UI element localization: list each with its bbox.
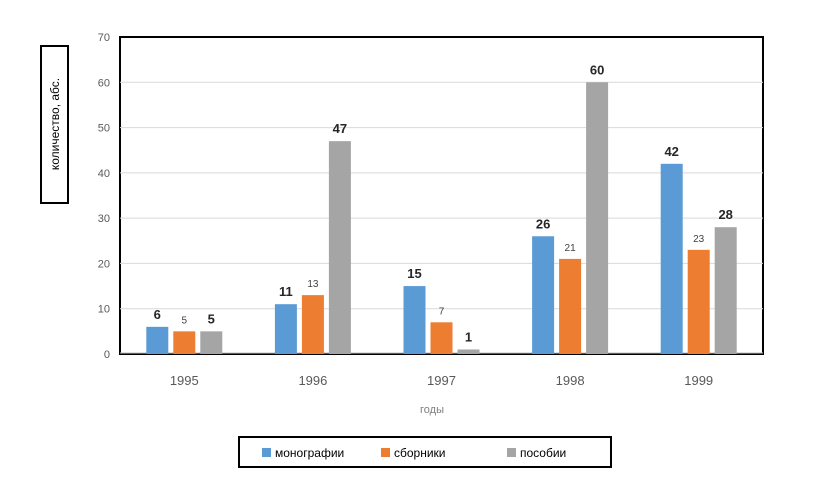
x-tick-label: 1995	[170, 373, 199, 388]
bar	[430, 322, 453, 354]
data-label: 28	[718, 207, 732, 222]
data-label: 21	[565, 243, 577, 254]
bar	[173, 331, 196, 354]
data-label: 7	[439, 306, 445, 317]
bar	[532, 236, 555, 354]
legend-label: сборники	[394, 446, 446, 460]
bar	[200, 331, 223, 354]
data-label: 1	[465, 329, 472, 344]
bar	[457, 349, 480, 354]
data-label: 15	[407, 266, 421, 281]
data-label: 26	[536, 216, 550, 231]
legend: монографии сборники пособии	[238, 436, 612, 468]
data-label: 60	[590, 62, 604, 77]
bar	[660, 163, 683, 354]
y-axis-title: количество, абс.	[48, 78, 62, 170]
bar	[274, 304, 297, 354]
x-tick-label: 1997	[427, 373, 456, 388]
legend-item: монографии	[262, 446, 344, 460]
y-tick-label: 40	[98, 168, 110, 180]
bar	[301, 295, 324, 354]
bar	[687, 249, 710, 354]
bar	[403, 286, 426, 354]
x-axis-title: годы	[420, 404, 444, 416]
data-label: 23	[693, 234, 705, 245]
y-tick-label: 20	[98, 258, 110, 270]
data-label: 11	[279, 284, 293, 299]
legend-label: пособии	[520, 446, 566, 460]
y-tick-label: 70	[98, 32, 110, 44]
y-tick-label: 50	[98, 123, 110, 135]
legend-swatch	[507, 448, 516, 457]
data-label: 6	[154, 307, 161, 322]
data-label: 5	[208, 311, 215, 326]
x-tick-label: 1996	[298, 373, 327, 388]
y-tick-label: 10	[98, 304, 110, 316]
data-label: 47	[333, 121, 347, 136]
legend-item: сборники	[381, 446, 446, 460]
bar	[714, 227, 737, 354]
bar	[146, 326, 169, 354]
y-tick-label: 0	[104, 349, 110, 361]
legend-item: пособии	[507, 446, 566, 460]
legend-swatch	[262, 448, 271, 457]
data-label: 42	[664, 144, 678, 159]
bar	[559, 258, 582, 354]
bar	[586, 82, 609, 355]
bar	[328, 141, 351, 354]
y-axis-title-box: количество, абс.	[40, 45, 69, 204]
x-tick-label: 1998	[556, 373, 585, 388]
legend-label: монографии	[275, 446, 344, 460]
x-tick-label: 1999	[684, 373, 713, 388]
data-label: 13	[307, 279, 319, 290]
data-label: 5	[182, 315, 188, 326]
legend-swatch	[381, 448, 390, 457]
y-tick-label: 30	[98, 213, 110, 225]
y-tick-label: 60	[98, 77, 110, 89]
